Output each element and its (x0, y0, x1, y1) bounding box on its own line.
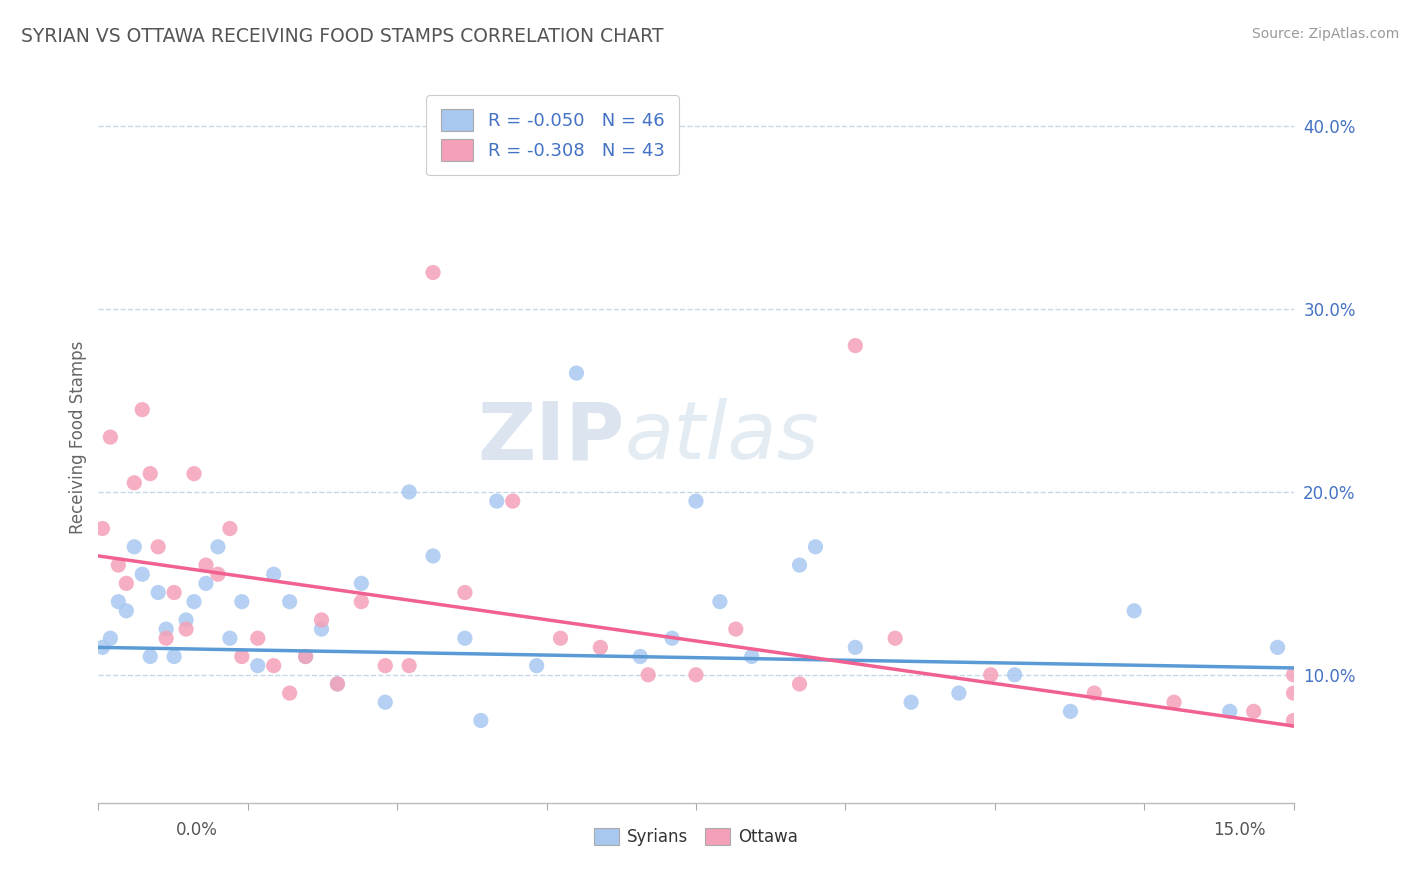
Point (454, 632, 477, 646)
Legend: Syrians, Ottawa: Syrians, Ottawa (588, 822, 804, 853)
Point (374, 658, 396, 673)
Point (948, 686, 970, 700)
Point (804, 540, 827, 554)
Point (139, 467, 162, 481)
Point (115, 576, 138, 591)
Point (1282, 714, 1305, 728)
Point (183, 467, 205, 481)
Point (278, 594, 301, 608)
Point (294, 649, 316, 664)
Point (219, 632, 242, 646)
Point (350, 594, 373, 608)
Point (174, 613, 197, 627)
Point (278, 686, 301, 700)
Text: Source: ZipAtlas.com: Source: ZipAtlas.com (1251, 27, 1399, 41)
Point (661, 632, 683, 646)
Point (131, 567, 153, 582)
Point (263, 658, 285, 673)
Point (1163, 695, 1185, 709)
Point (741, 649, 763, 664)
Point (195, 576, 218, 591)
Point (107, 558, 129, 573)
Point (502, 494, 524, 508)
Point (1243, 705, 1265, 719)
Point (115, 604, 138, 618)
Point (207, 540, 229, 554)
Point (980, 667, 1002, 682)
Point (155, 632, 177, 646)
Point (195, 558, 218, 573)
Point (1267, 640, 1289, 655)
Text: 15.0%: 15.0% (1213, 821, 1265, 838)
Point (637, 667, 659, 682)
Text: 0.0%: 0.0% (176, 821, 218, 838)
Point (454, 585, 477, 599)
Point (326, 677, 349, 691)
Point (628, 649, 651, 664)
Point (219, 521, 242, 535)
Point (207, 567, 229, 582)
Point (139, 649, 162, 664)
Point (163, 649, 186, 664)
Point (98, 430, 122, 444)
Point (246, 658, 269, 673)
Y-axis label: Receiving Food Stamps: Receiving Food Stamps (69, 341, 87, 533)
Point (246, 632, 269, 646)
Point (148, 585, 170, 599)
Point (107, 594, 129, 608)
Point (589, 640, 612, 655)
Text: ZIP: ZIP (477, 398, 624, 476)
Text: SYRIAN VS OTTAWA RECEIVING FOOD STAMPS CORRELATION CHART: SYRIAN VS OTTAWA RECEIVING FOOD STAMPS C… (21, 27, 664, 45)
Point (900, 695, 922, 709)
Point (1083, 686, 1105, 700)
Point (155, 622, 177, 636)
Point (91, 640, 114, 655)
Point (550, 632, 572, 646)
Point (131, 402, 153, 417)
Point (884, 632, 907, 646)
Point (565, 366, 588, 380)
Point (526, 658, 548, 673)
Point (789, 558, 811, 573)
Point (311, 622, 333, 636)
Point (124, 540, 146, 554)
Point (685, 667, 707, 682)
Point (124, 475, 146, 490)
Point (311, 613, 333, 627)
Point (844, 640, 866, 655)
Point (183, 594, 205, 608)
Point (148, 540, 170, 554)
Point (1059, 705, 1081, 719)
Point (263, 567, 285, 582)
Point (1282, 686, 1305, 700)
Point (98, 632, 122, 646)
Point (163, 585, 186, 599)
Point (398, 658, 420, 673)
Point (724, 622, 747, 636)
Point (294, 649, 316, 664)
Point (91, 521, 114, 535)
Point (844, 338, 866, 352)
Point (789, 677, 811, 691)
Point (485, 494, 508, 508)
Point (174, 622, 197, 636)
Point (231, 649, 253, 664)
Point (422, 266, 444, 280)
Point (1282, 667, 1305, 682)
Point (398, 485, 420, 500)
Point (350, 576, 373, 591)
Point (374, 695, 396, 709)
Point (709, 594, 731, 608)
Point (1219, 705, 1241, 719)
Point (231, 594, 253, 608)
Text: atlas: atlas (624, 398, 820, 476)
Point (326, 677, 349, 691)
Point (470, 714, 492, 728)
Point (685, 494, 707, 508)
Point (422, 549, 444, 563)
Point (1123, 604, 1146, 618)
Point (1004, 667, 1026, 682)
